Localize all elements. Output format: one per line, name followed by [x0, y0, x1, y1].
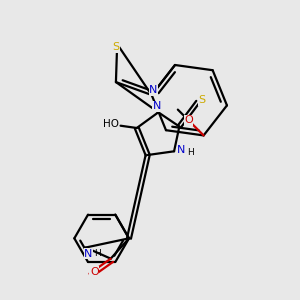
Text: H: H: [187, 148, 194, 157]
Text: N: N: [149, 85, 158, 95]
Text: O: O: [90, 267, 99, 277]
Text: S: S: [112, 42, 119, 52]
Text: O: O: [184, 115, 193, 125]
Text: N: N: [152, 101, 161, 111]
Text: N: N: [84, 248, 93, 259]
Text: H: H: [94, 249, 101, 258]
Text: HO: HO: [103, 119, 118, 129]
Text: S: S: [198, 95, 205, 105]
Text: N: N: [177, 145, 186, 155]
